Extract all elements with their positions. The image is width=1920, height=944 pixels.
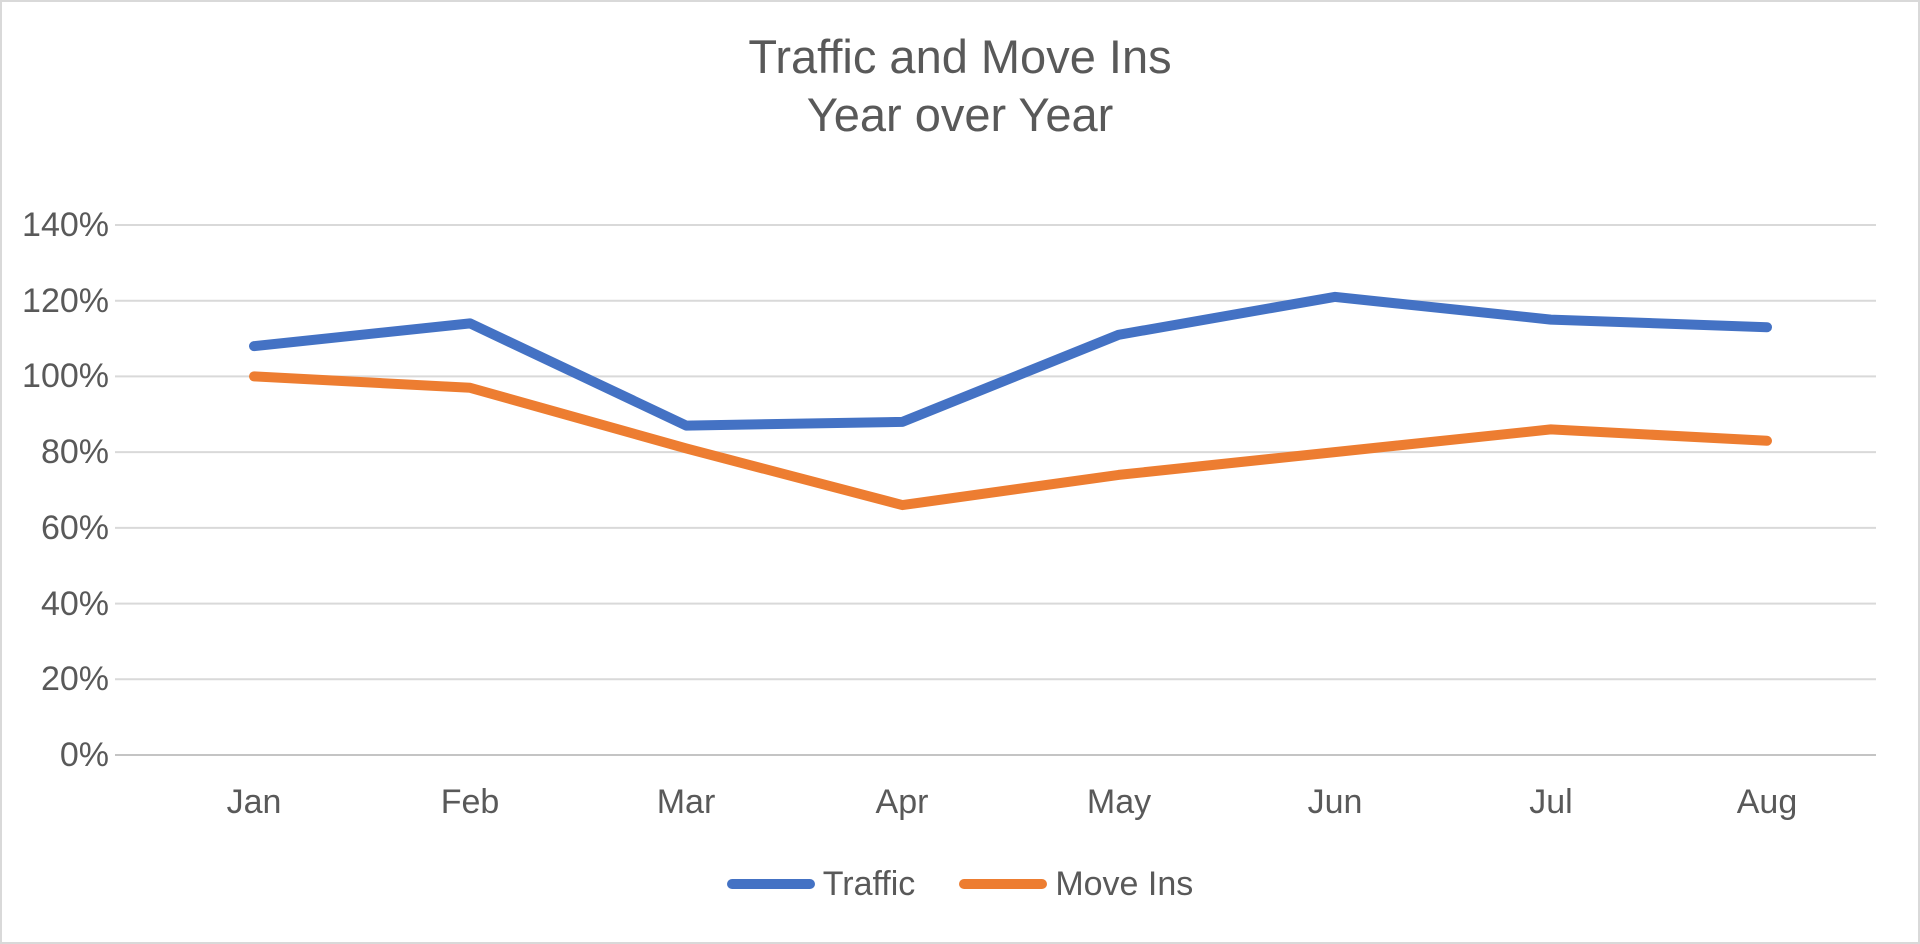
- legend-label-move-ins: Move Ins: [1055, 865, 1194, 903]
- x-tick-label: Jul: [1529, 783, 1573, 821]
- y-tick-label: 0%: [59, 736, 109, 774]
- legend-item-traffic: Traffic: [726, 864, 916, 904]
- move-ins-swatch-icon: [959, 879, 1048, 889]
- legend: Traffic Move Ins: [2, 864, 1918, 904]
- x-tick-label: May: [1086, 783, 1152, 821]
- y-tick-label: 40%: [40, 585, 109, 623]
- chart-title: Traffic and Move Ins Year over Year: [2, 28, 1918, 144]
- y-tick-label: 60%: [40, 509, 109, 547]
- x-tick-label: Jan: [226, 783, 282, 821]
- x-tick-label: Aug: [1736, 783, 1798, 821]
- traffic-swatch-icon: [726, 879, 815, 889]
- y-tick-label: 80%: [40, 433, 109, 471]
- legend-item-move-ins: Move Ins: [959, 864, 1193, 904]
- y-tick-label: 120%: [22, 282, 109, 320]
- chart-title-line1: Traffic and Move Ins: [748, 30, 1172, 83]
- x-tick-label: Mar: [656, 783, 716, 821]
- move-ins-line: [249, 371, 1772, 511]
- x-tick-label: Apr: [875, 783, 929, 821]
- y-tick-label: 140%: [22, 206, 109, 244]
- y-tick-label: 100%: [22, 357, 109, 395]
- x-tick-label: Feb: [440, 783, 500, 821]
- chart-title-line2: Year over Year: [806, 88, 1114, 141]
- traffic-line: [249, 291, 1772, 431]
- legend-label-traffic: Traffic: [822, 865, 916, 903]
- x-tick-label: Jun: [1307, 783, 1363, 821]
- y-tick-label: 20%: [40, 660, 109, 698]
